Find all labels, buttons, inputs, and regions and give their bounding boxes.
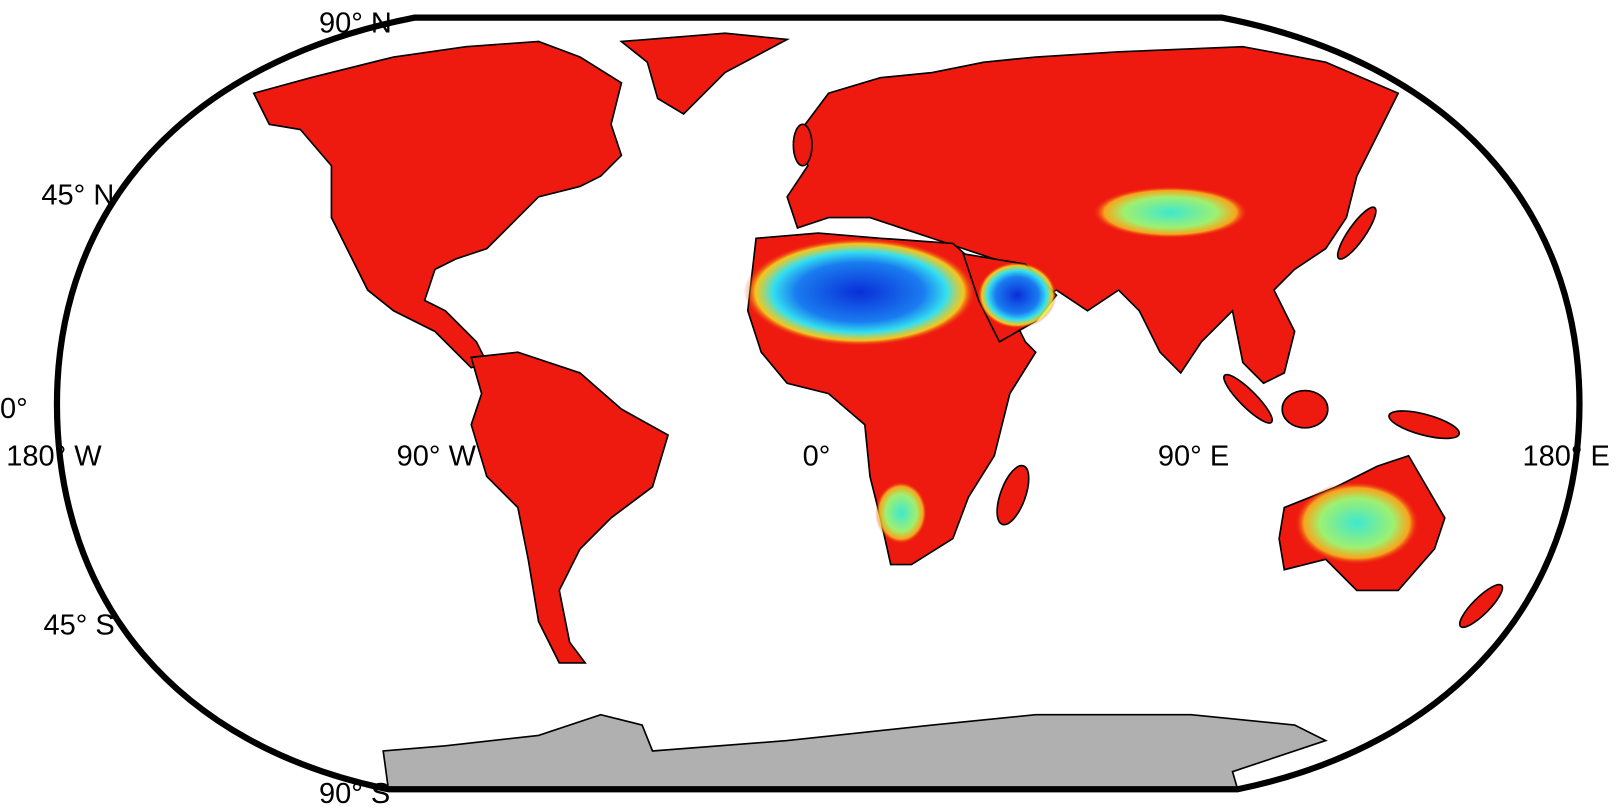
arabia-patch [977,262,1057,329]
lat-label: 45° S [44,609,115,641]
uk [792,123,813,167]
map-frame [53,14,1583,793]
lat-label: 90° N [319,8,392,40]
lat-label: 0° [0,393,28,425]
new-guinea [1388,410,1461,440]
lat-label: 45° N [41,179,114,211]
madagascar [996,464,1030,526]
lat-label: 90° S [319,778,390,809]
lon-label: 90° E [1158,440,1229,472]
greenland [619,32,790,116]
sumatra [1223,373,1274,424]
south-america [470,351,670,664]
borneo [1281,389,1329,429]
new-zealand [1458,583,1504,629]
gobi-patch [1092,186,1249,239]
kalahari-patch [875,481,927,544]
australia-patch [1294,481,1419,565]
sahara-patch [743,238,976,346]
japan [1336,206,1377,260]
north-america [252,40,623,369]
eurasia [786,45,1400,385]
lon-label: 90° W [397,440,477,472]
antarctica [382,713,1328,791]
lon-label: 180° E [1523,440,1610,472]
lon-label: 180° W [6,440,102,472]
lon-label: 0° [803,440,831,472]
